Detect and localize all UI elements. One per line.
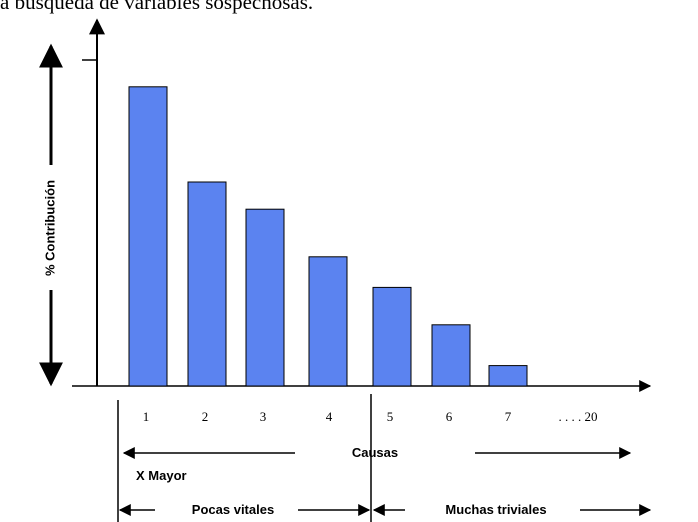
tick-label-2: 2: [202, 409, 209, 424]
tick-label-3: 3: [260, 409, 267, 424]
tick-label-4: 4: [326, 409, 333, 424]
tick-label-5: 5: [387, 409, 394, 424]
bars-group: [128, 86, 528, 387]
bar-5: [372, 286, 412, 387]
muchas-triviales-label: Muchas triviales: [445, 502, 546, 517]
pocas-vitales-label: Pocas vitales: [192, 502, 274, 517]
tick-label-20: . . . . 20: [559, 409, 598, 424]
tick-label-6: 6: [446, 409, 453, 424]
causas-label: Causas: [352, 445, 398, 460]
caption-text: a búsqueda de variables sospechosas.: [0, 0, 314, 14]
y-axis-label: % Contribución: [42, 180, 57, 276]
bar-1: [128, 86, 168, 387]
bar-7: [488, 365, 528, 387]
tick-labels-group: 1 2 3 4 5 6 7: [143, 409, 512, 424]
tick-label-7: 7: [505, 409, 512, 424]
bar-2: [187, 181, 227, 387]
tick-label-1: 1: [143, 409, 150, 424]
bar-3: [245, 208, 285, 387]
bar-6: [431, 324, 471, 387]
x-mayor-label: X Mayor: [136, 468, 187, 483]
bar-4: [308, 256, 348, 387]
